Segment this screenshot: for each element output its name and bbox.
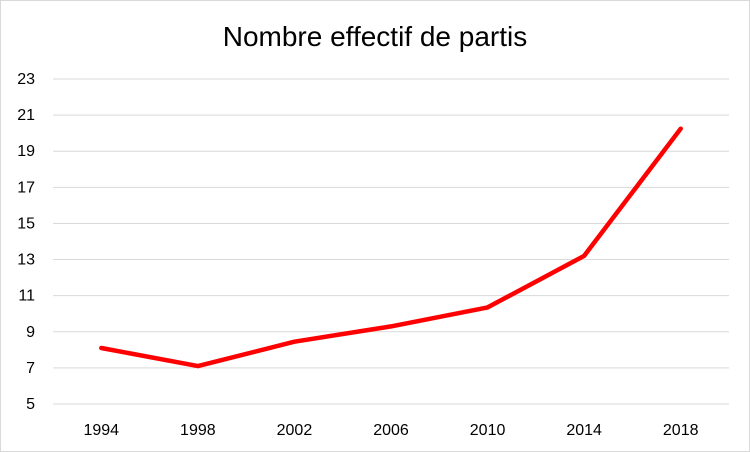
x-tick-label: 2006 (373, 422, 409, 439)
x-tick-label: 2018 (663, 422, 699, 439)
y-tick-label: 21 (17, 107, 35, 124)
x-tick-label: 2014 (566, 422, 602, 439)
series-line (99, 126, 683, 369)
x-tick-label: 1994 (83, 422, 119, 439)
x-tick-label: 1998 (180, 422, 216, 439)
y-tick-label: 19 (17, 143, 35, 160)
y-tick-label: 5 (26, 396, 35, 413)
y-tick-label: 23 (17, 71, 35, 88)
chart-title: Nombre effectif de partis (222, 21, 528, 52)
x-tick-label: 2002 (277, 422, 313, 439)
y-tick-label: 11 (18, 288, 35, 305)
y-tick-label: 17 (17, 179, 35, 196)
y-tick-label: 13 (17, 252, 35, 269)
x-tick-label: 2010 (470, 422, 506, 439)
y-tick-label: 15 (17, 215, 35, 232)
y-tick-label: 9 (26, 324, 35, 341)
y-tick-label: 7 (26, 360, 35, 377)
